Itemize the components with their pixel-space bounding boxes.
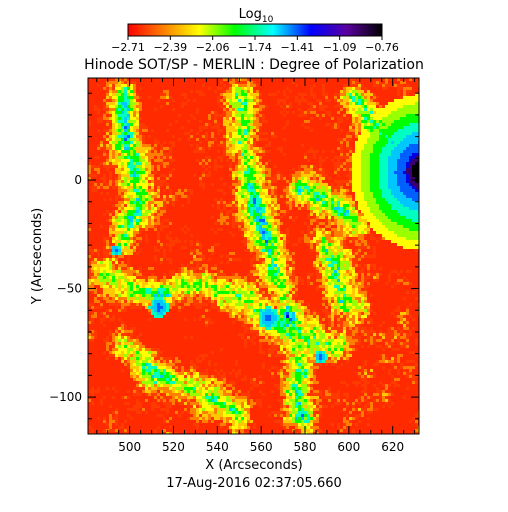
y-tick-label: −50 <box>57 282 82 296</box>
footer-timestamp: 17-Aug-2016 02:37:05.660 <box>166 476 342 491</box>
colorbar-tick-label: −2.71 <box>111 41 145 54</box>
colorbar-tick-label: −2.06 <box>196 41 230 54</box>
colorbar-tick-label: −0.76 <box>365 41 399 54</box>
plot-frame <box>87 77 420 435</box>
colorbar-tick-label: −1.74 <box>238 41 272 54</box>
x-tick-labels: 500 520 540 560 580 600 620 <box>118 440 404 454</box>
y-axis-label: Y (Arcseconds) <box>30 208 45 305</box>
colorbar-tick-label: −1.41 <box>280 41 314 54</box>
x-tick-label: 580 <box>294 440 317 454</box>
colorbar-label: Log10 <box>239 7 274 25</box>
x-axis-label: X (Arcseconds) <box>205 458 302 473</box>
colorbar-tick-label: −2.39 <box>153 41 187 54</box>
colorbar-tick-labels: −2.71 −2.39 −2.06 −1.74 −1.41 −1.09 −0.76 <box>111 41 399 54</box>
x-tick-label: 560 <box>250 440 273 454</box>
x-tick-label: 600 <box>337 440 360 454</box>
colorbar <box>127 23 383 37</box>
x-tick-label: 620 <box>381 440 404 454</box>
y-axis-ticks <box>88 92 419 420</box>
x-tick-label: 540 <box>206 440 229 454</box>
colorbar-ticks <box>127 36 383 40</box>
chart-title: Hinode SOT/SP - MERLIN : Degree of Polar… <box>84 57 424 73</box>
colorbar-tick-label: −1.09 <box>323 41 357 54</box>
x-axis-ticks <box>96 78 416 434</box>
y-tick-labels: 0 −50 −100 <box>49 173 82 404</box>
x-tick-label: 500 <box>118 440 141 454</box>
heatmap-image <box>88 78 419 434</box>
x-tick-label: 520 <box>162 440 185 454</box>
y-tick-label: 0 <box>74 173 82 187</box>
y-tick-label: −100 <box>49 390 82 404</box>
